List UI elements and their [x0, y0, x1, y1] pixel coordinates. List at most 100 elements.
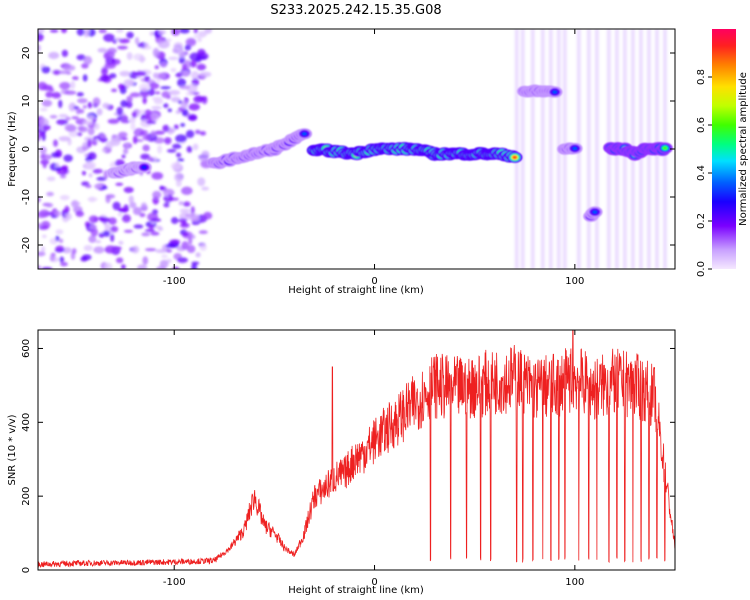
- spectrogram-noise-blob: [117, 45, 128, 50]
- spectrogram-traces: [106, 84, 673, 222]
- spectrogram-lower-blob: [583, 206, 603, 222]
- spectrogram-noise-blob: [191, 234, 196, 240]
- spectrogram-noise-blob: [175, 180, 182, 187]
- spectrogram-cell: [142, 165, 147, 169]
- spectrogram-noise-blob: [104, 262, 113, 269]
- spectrogram-noise-blob: [104, 223, 111, 232]
- spectrogram-streak: [594, 29, 599, 269]
- spectrogram-noise-blob: [164, 193, 169, 197]
- spectrogram-noise-blob: [196, 63, 207, 71]
- spectrogram-noise-blob: [38, 251, 46, 257]
- spectrogram-noise-blob: [179, 222, 190, 228]
- spectrogram-noise-blob: [92, 168, 104, 174]
- colorbar-tick-label: 0.6: [696, 117, 707, 133]
- spectrogram-noise-blob: [168, 56, 179, 61]
- spectrogram-noise-blob: [38, 118, 49, 127]
- spectrogram-noise-blob: [191, 221, 200, 226]
- spectrogram-noise-blob: [121, 214, 131, 223]
- spectrogram-noise-blob: [117, 212, 123, 217]
- spectrogram-noise-blob: [194, 129, 201, 135]
- spectrogram-noise-blob: [52, 70, 61, 75]
- spectrogram-noise-blob: [139, 212, 146, 218]
- spectrogram-noise-blob: [139, 54, 145, 64]
- spectrogram-streak: [548, 29, 553, 269]
- spectrogram-noise-blob: [86, 115, 95, 120]
- spectrogram-cell: [552, 90, 557, 94]
- spectrogram-ylabel: Frequency (Hz): [7, 111, 18, 187]
- spectrogram-noise-blob: [63, 64, 76, 72]
- spectrogram-noise-blob: [99, 134, 107, 139]
- spectrogram-noise-blob: [193, 29, 199, 34]
- spectrogram-noise-blob: [118, 83, 126, 90]
- spectrogram-noise-blob: [165, 243, 175, 249]
- spectrogram-noise-blob: [116, 106, 124, 116]
- spectrogram-xtick-label: 0: [371, 276, 377, 287]
- spectrogram-noise-blob: [132, 135, 138, 145]
- spectrogram-main-trace: [306, 142, 523, 163]
- spectrogram-ramp-trace: [206, 128, 313, 170]
- spectrogram-noise-blob: [157, 145, 163, 154]
- spectrogram-noise-blob: [88, 215, 99, 224]
- spectrogram-noise-blob: [123, 229, 133, 233]
- spectrogram-noise-blob: [151, 106, 162, 110]
- spectrogram-noise-blob: [169, 239, 181, 245]
- spectrogram-noise-blob: [103, 230, 111, 237]
- spectrogram-noise-blob: [105, 141, 114, 149]
- spectrogram-noise-blob: [58, 114, 69, 118]
- spectrogram-noise-blob: [93, 246, 105, 254]
- spectrogram-noise-blob: [76, 92, 84, 97]
- spectrogram-noise-blob: [157, 226, 164, 232]
- spectrogram-noise-blob: [126, 52, 133, 60]
- spectrogram-noise-blob: [172, 49, 179, 53]
- spectrogram-noise-blob: [152, 190, 162, 199]
- spectrogram-noise-blob: [65, 212, 72, 221]
- spectrogram-noise-blob: [161, 254, 168, 259]
- spectrogram-noise-blob: [166, 95, 171, 100]
- spectrogram-noise-blob: [58, 70, 70, 75]
- spectrogram-noise-blob: [154, 65, 159, 70]
- spectrogram-noise-blob: [40, 246, 46, 253]
- spectrogram-noise-blob: [118, 240, 124, 245]
- spectrogram-noise-blob: [181, 186, 193, 195]
- spectrogram-noise-blob: [179, 29, 190, 34]
- spectrogram-noise-blob: [102, 102, 110, 109]
- spectrogram-noise-blob: [144, 248, 157, 252]
- spectrogram-noise-blob: [186, 84, 198, 93]
- snr-xlabel: Height of straight line (km): [288, 585, 424, 596]
- spectrogram-cell: [592, 210, 597, 214]
- spectrogram-noise-blob: [142, 256, 149, 265]
- spectrogram-noise-blob: [121, 154, 126, 159]
- snr-xtick-label: -100: [163, 577, 186, 588]
- spectrogram-early-trace: [106, 161, 152, 179]
- colorbar-label: Normalized spectral amplitude: [738, 72, 749, 226]
- spectrogram-noise-blob: [109, 73, 117, 79]
- spectrogram-noise-blob: [76, 29, 85, 36]
- spectrogram-noise-blob: [150, 130, 156, 137]
- spectrogram-noise-blob: [179, 208, 191, 214]
- spectrogram-noise-blob: [49, 254, 56, 262]
- spectrogram-xlabel: Height of straight line (km): [288, 285, 424, 296]
- spectrogram-noise-blob: [49, 88, 55, 92]
- spectrogram-noise-blob: [118, 208, 125, 212]
- spectrogram-noise-blob: [38, 32, 44, 42]
- spectrogram-mid-blob: [557, 142, 583, 155]
- spectrogram-noise-blob: [111, 88, 118, 93]
- spectrogram-noise-blob: [59, 174, 67, 179]
- spectrogram-noise-blob: [175, 134, 187, 143]
- spectrogram-cell: [663, 146, 667, 150]
- spectrogram-noise-blob: [61, 49, 69, 58]
- spectrogram-noise-blob: [180, 122, 186, 127]
- spectrogram-noise-blob: [155, 249, 167, 254]
- spectrogram-streak: [514, 29, 519, 269]
- spectrogram-noise-blob: [189, 60, 197, 68]
- spectrogram-noise-blob: [83, 55, 93, 65]
- spectrogram-noise-blob: [190, 206, 195, 215]
- spectrogram-noise-blob: [54, 210, 61, 217]
- spectrogram-noise-blob: [82, 120, 93, 126]
- spectrogram-noise-blob: [151, 172, 164, 180]
- spectrogram-noise-blob: [99, 74, 110, 82]
- spectrogram-noise-blob: [59, 256, 65, 263]
- spectrogram-noise-blob: [201, 96, 208, 105]
- spectrogram-noise-blob: [96, 176, 107, 181]
- spectrogram-ytick-label: -20: [21, 237, 32, 253]
